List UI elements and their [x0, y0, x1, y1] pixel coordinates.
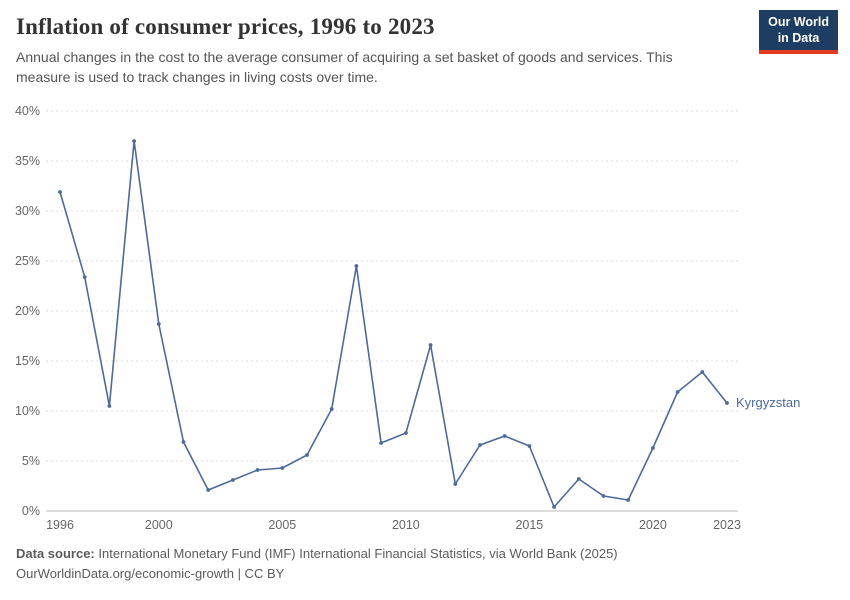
chart-title: Inflation of consumer prices, 1996 to 20… — [16, 14, 435, 39]
data-point — [231, 478, 235, 482]
owid-logo-line1: Our World — [768, 15, 829, 29]
data-point — [379, 441, 383, 445]
y-tick-label: 25% — [15, 254, 40, 268]
chart-area: 0% 5% 10% 15% 20% 25% 30% 35% 40% 1996 2000 2005 201… — [0, 88, 850, 543]
x-tick-label: 2023 — [713, 518, 741, 532]
data-point — [329, 407, 334, 411]
x-tick-label: 2020 — [639, 518, 667, 532]
y-tick-label: 0% — [22, 504, 40, 518]
data-point — [305, 453, 309, 457]
chart-footer: Data source: International Monetary Fund… — [16, 544, 834, 584]
owid-logo-line2: in Data — [777, 30, 820, 45]
data-point — [700, 370, 705, 374]
data-point — [58, 190, 62, 194]
data-point — [280, 466, 285, 470]
data-point — [404, 431, 408, 435]
data-point — [651, 446, 655, 450]
data-point — [156, 322, 161, 326]
x-tick-label: 2010 — [392, 518, 420, 532]
x-tick-label: 2015 — [515, 518, 543, 532]
chart-header: Inflation of consumer prices, 1996 to 20… — [16, 14, 760, 88]
x-tick-label: 2005 — [268, 518, 296, 532]
line-chart-canvas[interactable]: 0% 5% 10% 15% 20% 25% 30% 35% 40% 1996 2000 2005 201… — [0, 88, 850, 538]
data-point — [502, 434, 507, 438]
data-point — [527, 444, 532, 448]
data-point — [478, 443, 482, 447]
data-point — [453, 482, 458, 486]
data-source-line: Data source: International Monetary Fund… — [16, 544, 834, 564]
y-tick-label: 40% — [15, 104, 40, 118]
y-tick-label: 20% — [15, 304, 40, 318]
x-tick-label: 2000 — [145, 518, 173, 532]
data-point — [675, 390, 680, 394]
data-point — [132, 139, 137, 143]
data-point — [107, 404, 112, 408]
owid-logo[interactable]: Our World in Data — [759, 10, 838, 55]
data-point — [576, 477, 581, 481]
chart-subtitle: Annual changes in the cost to the averag… — [16, 49, 673, 86]
series-line-kyrgyzstan — [59, 140, 728, 508]
y-tick-label: 10% — [15, 404, 40, 418]
y-tick-label: 5% — [22, 454, 40, 468]
data-point — [601, 494, 606, 498]
data-point — [552, 505, 556, 509]
y-tick-label: 30% — [15, 204, 40, 218]
data-point — [354, 264, 359, 268]
y-tick-label: 15% — [15, 354, 40, 368]
y-tick-label: 35% — [15, 154, 40, 168]
data-point — [626, 498, 631, 502]
data-point — [82, 275, 87, 279]
data-point — [428, 343, 433, 347]
data-point — [206, 488, 211, 492]
data-point — [725, 401, 729, 405]
data-source-label: Data source: — [16, 546, 95, 561]
entity-label-kyrgyzstan[interactable]: Kyrgyzstan — [736, 395, 800, 410]
data-point — [255, 468, 260, 472]
data-source-text: International Monetary Fund (IMF) Intern… — [94, 546, 618, 561]
footer-note[interactable]: OurWorldinData.org/economic-growth | CC … — [16, 566, 285, 582]
data-point — [181, 440, 186, 444]
x-tick-label: 1996 — [46, 518, 74, 532]
